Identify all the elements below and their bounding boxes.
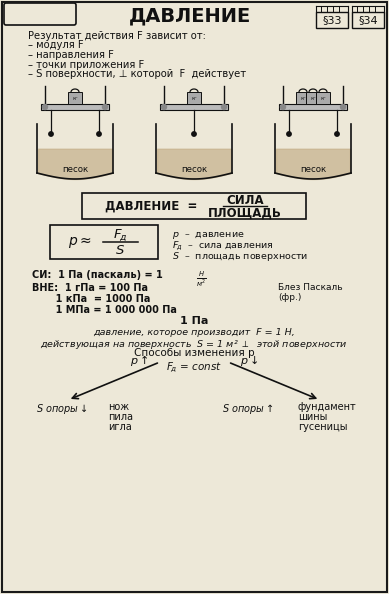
- Text: Результат действия F зависит от:: Результат действия F зависит от:: [28, 31, 206, 41]
- Bar: [352, 12, 384, 28]
- Text: $\frac{Н}{м^2}$: $\frac{Н}{м^2}$: [196, 270, 207, 289]
- Text: $p\uparrow$: $p\uparrow$: [130, 353, 148, 368]
- Text: песок: песок: [181, 165, 207, 174]
- Text: песок: песок: [300, 165, 326, 174]
- FancyBboxPatch shape: [4, 3, 76, 25]
- Circle shape: [97, 132, 101, 136]
- Text: СИЛА: СИЛА: [226, 194, 264, 207]
- Text: §33: §33: [322, 15, 342, 25]
- Circle shape: [280, 105, 286, 109]
- Text: $S$ опоры$\uparrow$: $S$ опоры$\uparrow$: [222, 402, 273, 416]
- Text: (фр.): (фр.): [278, 293, 301, 302]
- Text: – направления F: – направления F: [28, 50, 114, 60]
- Text: действующая на поверхность  S = 1 м² $\perp$  этой поверхности: действующая на поверхность S = 1 м² $\pe…: [40, 338, 348, 351]
- Circle shape: [49, 132, 53, 136]
- Bar: [316, 6, 348, 12]
- Text: гусеницы: гусеницы: [298, 422, 347, 432]
- Text: кг: кг: [300, 96, 306, 100]
- Text: игла: игла: [108, 422, 132, 432]
- Circle shape: [102, 105, 107, 109]
- Text: СИ:  1 Па (паскаль) = 1: СИ: 1 Па (паскаль) = 1: [32, 270, 163, 280]
- Text: кг: кг: [320, 96, 326, 100]
- Text: – S поверхности, ⊥ которой  F  действует: – S поверхности, ⊥ которой F действует: [28, 69, 246, 79]
- Text: Блез Паскаль: Блез Паскаль: [278, 283, 343, 292]
- Bar: [316, 92, 330, 104]
- Text: 1 кПа  = 1000 Па: 1 кПа = 1000 Па: [32, 294, 151, 304]
- Text: $F_{\!д}$ = const: $F_{\!д}$ = const: [166, 361, 222, 375]
- Text: Способы изменения p: Способы изменения p: [134, 348, 254, 358]
- Text: $S$: $S$: [115, 245, 125, 258]
- Circle shape: [192, 132, 196, 136]
- Text: 1 Па: 1 Па: [180, 316, 208, 326]
- Bar: [41, 104, 109, 110]
- Text: – модуля F: – модуля F: [28, 40, 84, 50]
- Circle shape: [340, 105, 345, 109]
- Bar: [279, 104, 347, 110]
- Text: $S$  –  площадь поверхности: $S$ – площадь поверхности: [172, 250, 308, 263]
- Text: $F_{\!д}$: $F_{\!д}$: [113, 227, 127, 243]
- Bar: [50, 225, 158, 259]
- Bar: [68, 92, 82, 104]
- Text: $p$  –  давление: $p$ – давление: [172, 230, 245, 241]
- Text: ДАВЛЕНИЕ: ДАВЛЕНИЕ: [129, 7, 251, 26]
- Bar: [316, 12, 348, 28]
- Circle shape: [335, 132, 339, 136]
- Text: кг: кг: [191, 96, 197, 100]
- Text: $p\downarrow$: $p\downarrow$: [240, 353, 258, 368]
- Text: ОК–7.21: ОК–7.21: [19, 10, 61, 19]
- Bar: [160, 104, 228, 110]
- Text: ПЛОЩАДЬ: ПЛОЩАДЬ: [208, 207, 282, 220]
- Text: §34: §34: [358, 15, 378, 25]
- Text: $S$ опоры$\downarrow$: $S$ опоры$\downarrow$: [36, 402, 88, 416]
- Text: – точки приложения F: – точки приложения F: [28, 59, 144, 69]
- Text: ДАВЛЕНИЕ  =: ДАВЛЕНИЕ =: [105, 200, 197, 213]
- Text: фундамент: фундамент: [298, 402, 357, 412]
- Text: кг: кг: [72, 96, 78, 100]
- Circle shape: [221, 105, 226, 109]
- Text: песок: песок: [62, 165, 88, 174]
- Text: давление, которое производит  F = 1 Н,: давление, которое производит F = 1 Н,: [93, 328, 295, 337]
- Text: шины: шины: [298, 412, 328, 422]
- Bar: [187, 92, 201, 104]
- Text: кг: кг: [310, 96, 316, 100]
- Bar: [306, 92, 320, 104]
- Bar: [296, 92, 310, 104]
- Circle shape: [161, 105, 166, 109]
- Bar: [82, 193, 306, 219]
- Bar: [352, 6, 384, 12]
- Circle shape: [42, 105, 47, 109]
- Text: пила: пила: [108, 412, 133, 422]
- Text: $p \approx$: $p \approx$: [68, 235, 92, 249]
- Text: $F_{\!д}$  –  сила давления: $F_{\!д}$ – сила давления: [172, 240, 273, 253]
- Text: ВНЕ:  1 гПа = 100 Па: ВНЕ: 1 гПа = 100 Па: [32, 283, 148, 293]
- Circle shape: [287, 132, 291, 136]
- Text: 1 МПа = 1 000 000 Па: 1 МПа = 1 000 000 Па: [32, 305, 177, 315]
- Text: нож: нож: [108, 402, 129, 412]
